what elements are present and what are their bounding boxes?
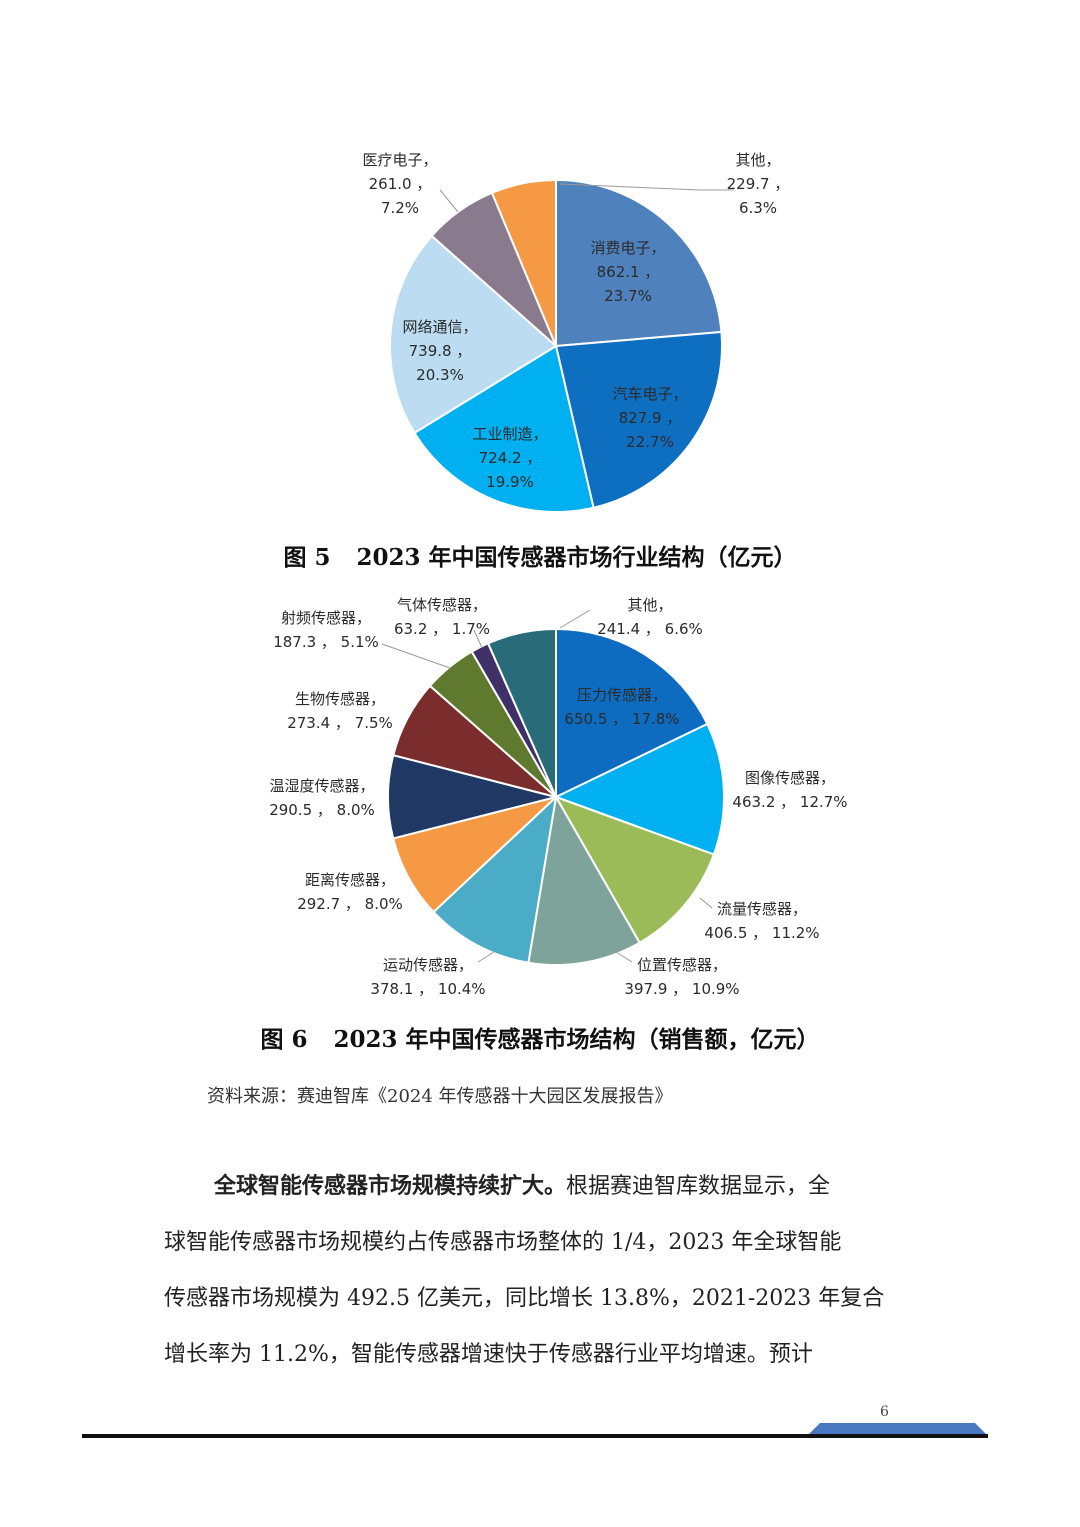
body-paragraph: 全球智能传感器市场规模持续扩大。根据赛迪智库数据显示，全 球智能传感器市场规模约… <box>164 1158 916 1383</box>
slice-label-name: 其他， <box>735 151 780 169</box>
slice-label-value: 261.0 ， <box>369 175 432 193</box>
slice-label-value: 650.5 ， 17.8% <box>564 710 679 728</box>
figure-5-number: 图 5 <box>283 544 331 571</box>
pie-slice <box>490 178 557 347</box>
slice-label-name: 流量传感器， <box>717 900 807 918</box>
figure-6-title: 2023 年中国传感器市场结构（销售额，亿元） <box>333 1026 820 1053</box>
slice-label-value: 292.7 ， 8.0% <box>297 895 403 913</box>
leader-line <box>439 189 459 213</box>
slice-label-value: 397.9 ， 10.9% <box>624 980 739 998</box>
slice-label-value: 7.2% <box>381 199 419 217</box>
pie-chart-sensor-market-structure: 压力传感器， 650.5 ， 17.8% 图像传感器， 463.2 ， 12.7% 流量… <box>269 596 847 998</box>
pie-slice <box>486 627 557 798</box>
footer-rule <box>82 1434 988 1438</box>
slice-label-value: 739.8 ， <box>409 342 472 360</box>
slice-label-name: 医疗电子， <box>362 151 437 169</box>
footer-blue-band <box>808 1423 987 1435</box>
pie-charts-canvas: 消费电子， 862.1 ， 23.7% 汽车电子， 827.9 ， 22.7% 工业制造， 7… <box>269 151 847 998</box>
paragraph-line-1: 全球智能传感器市场规模持续扩大。根据赛迪智库数据显示，全 <box>164 1158 916 1215</box>
slice-label-name: 其他， <box>627 596 672 614</box>
slice-label-name: 运动传感器， <box>383 956 473 974</box>
paragraph-lead: 全球智能传感器市场规模持续扩大。 <box>214 1173 567 1199</box>
slice-label-value: 862.1 ， <box>597 263 660 281</box>
slice-label-value: 273.4 ， 7.5% <box>287 714 393 732</box>
slice-label-value: 241.4 ， 6.6% <box>597 620 703 638</box>
pie-slice <box>555 178 723 348</box>
slice-label-value: 378.1 ， 10.4% <box>370 980 485 998</box>
slice-label-value: 63.2 ， 1.7% <box>394 620 490 638</box>
slice-label-value: 22.7% <box>626 433 674 451</box>
slice-label-name: 压力传感器， <box>577 686 667 704</box>
slice-label-name: 图像传感器， <box>745 769 835 787</box>
slice-label-value: 290.5 ， 8.0% <box>269 801 375 819</box>
pie-chart-industry-structure: 消费电子， 862.1 ， 23.7% 汽车电子， 827.9 ， 22.7% 工业制造， 7… <box>362 151 790 513</box>
slice-label-value: 23.7% <box>604 287 652 305</box>
pie-slice <box>413 344 595 513</box>
slice-label-name: 网络通信， <box>402 318 477 336</box>
slice-label-name: 温湿度传感器， <box>269 777 374 795</box>
pie-slice <box>554 330 723 509</box>
slice-label-value: 463.2 ， 12.7% <box>732 793 847 811</box>
source-note: 资料来源：赛迪智库《2024 年传感器十大园区发展报告》 <box>207 1086 673 1107</box>
slice-label-name: 距离传感器， <box>305 871 395 889</box>
slice-label-name: 工业制造， <box>472 425 547 443</box>
figure-6-caption: 图 6 2023 年中国传感器市场结构（销售额，亿元） <box>0 1020 1080 1054</box>
figure-5-caption: 图 5 2023 年中国传感器市场行业结构（亿元） <box>0 538 1080 572</box>
slice-label-name: 位置传感器， <box>637 956 727 974</box>
page-number: 6 <box>880 1404 889 1420</box>
pie-slice <box>389 234 558 435</box>
leader-line <box>559 183 734 191</box>
slice-label-value: 406.5 ， 11.2% <box>704 924 819 942</box>
leader-line <box>559 609 591 629</box>
pie-slice <box>555 627 709 799</box>
figure-5-title: 2023 年中国传感器市场行业结构（亿元） <box>356 544 797 571</box>
pie-slice <box>432 794 558 964</box>
slice-label-name: 汽车电子， <box>612 385 687 403</box>
slice-label-name: 消费电子， <box>590 239 665 257</box>
slice-label-value: 187.3 ， 5.1% <box>273 633 379 651</box>
slice-label-name: 气体传感器， <box>397 596 487 614</box>
slice-label-value: 6.3% <box>739 199 777 217</box>
paragraph-line-1-rest: 根据赛迪智库数据显示，全 <box>566 1174 831 1199</box>
leader-line <box>381 643 451 669</box>
leader-line <box>473 629 483 649</box>
slice-label-value: 229.7 ， <box>727 175 790 193</box>
leader-line <box>477 951 495 963</box>
paragraph-line-2: 球智能传感器市场规模约占传感器市场整体的 1/4，2023 年全球智能 <box>164 1230 842 1255</box>
slice-label-value: 20.3% <box>416 366 464 384</box>
slice-label-value: 827.9 ， <box>619 409 682 427</box>
slice-label-value: 724.2 ， <box>479 449 542 467</box>
slice-label-value: 19.9% <box>486 473 534 491</box>
paragraph-line-3: 传感器市场规模为 492.5 亿美元，同比增长 13.8%，2021-2023 … <box>164 1286 885 1311</box>
paragraph-line-4: 增长率为 11.2%，智能传感器增速快于传感器行业平均增速。预计 <box>164 1342 813 1367</box>
pie-slice <box>527 794 641 966</box>
pie-slice <box>553 795 716 945</box>
leader-line <box>699 897 713 909</box>
figure-6-number: 图 6 <box>260 1026 308 1053</box>
leader-line <box>615 951 633 963</box>
pie-slice <box>553 722 725 856</box>
slice-label-name: 射频传感器， <box>281 609 371 627</box>
slice-label-name: 生物传感器， <box>295 690 385 708</box>
